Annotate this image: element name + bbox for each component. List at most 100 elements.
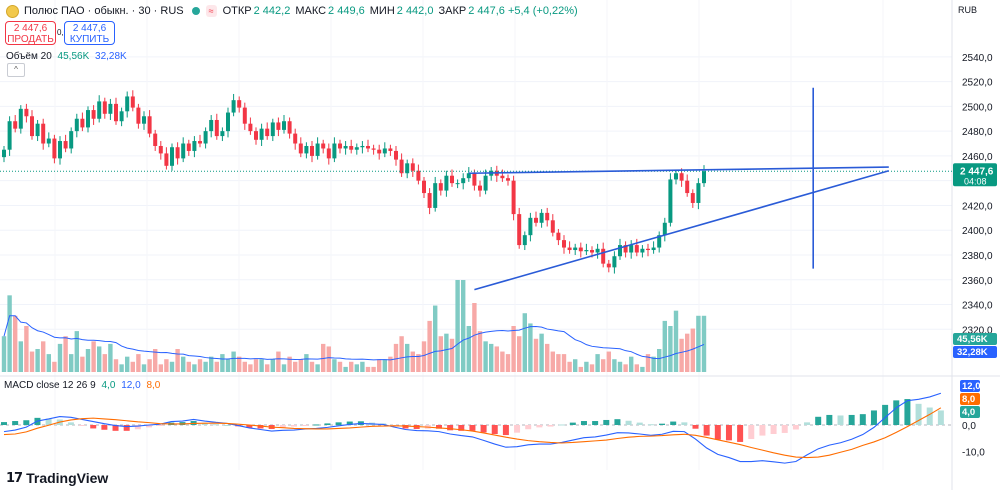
close-label: ЗАКР — [438, 5, 467, 17]
symbol-title[interactable]: Полюс ПАО · обыкн. · 30 · RUS — [24, 5, 184, 17]
volume-bar — [29, 351, 35, 372]
price-tick-label: 2360,0 — [962, 276, 993, 287]
macd-histogram-bar — [101, 425, 108, 430]
volume-bar — [315, 364, 320, 372]
volume-bar — [433, 305, 438, 372]
candle-body — [209, 119, 214, 132]
countdown-label: 04:08 — [964, 176, 987, 186]
candle-body — [601, 248, 606, 264]
candle-body — [58, 141, 62, 159]
candle-body — [86, 110, 90, 128]
candle-body — [214, 119, 219, 137]
macd-histogram-bar — [926, 407, 933, 425]
volume-bar — [444, 333, 449, 372]
candle-body — [338, 143, 342, 149]
volume-bar — [265, 364, 270, 372]
low-value: 2 442,0 — [396, 5, 434, 17]
macd-histogram-bar — [603, 419, 610, 425]
candle-body — [293, 133, 298, 144]
volume-bar — [259, 359, 264, 372]
tradingview-logo[interactable]: 17 TradingView — [6, 470, 108, 486]
candle-body — [629, 245, 634, 253]
macd-histogram-bar — [257, 425, 264, 429]
volume-legend[interactable]: Объём 20 45,56K 32,28K — [6, 51, 127, 62]
volume-bar — [421, 341, 427, 372]
volume-bar — [365, 366, 371, 372]
candle-body — [192, 141, 197, 151]
volume-bar — [46, 354, 51, 372]
candle-body — [18, 108, 23, 129]
signal-axis-value-tag — [960, 393, 980, 405]
approx-badge: ≈ — [205, 5, 217, 17]
volume-bar — [377, 359, 382, 372]
volume-bar — [556, 354, 561, 372]
candle-body — [142, 116, 146, 124]
macd-tick-label: -10,0 — [962, 447, 985, 458]
volume-bar — [561, 354, 567, 372]
volume-bar — [399, 336, 404, 372]
volume-ma-axis-value-tag — [953, 346, 997, 358]
sell-button[interactable]: 2 447,6 ПРОДАТЬ — [5, 21, 56, 45]
volume-bar — [141, 364, 147, 372]
volume-bar — [455, 280, 460, 372]
macd-histogram-bar — [759, 425, 766, 436]
candle-body — [685, 180, 690, 194]
buy-button[interactable]: 2 447,6 КУПИТЬ — [64, 21, 115, 45]
open-value: 2 442,2 — [253, 5, 291, 17]
candle-body — [422, 180, 426, 194]
macd-histogram-bar — [614, 419, 621, 425]
volume-bar — [147, 359, 152, 372]
sell-price: 2 447,6 — [13, 23, 48, 34]
candle-body — [702, 171, 706, 184]
candle-body — [450, 175, 454, 184]
volume-label: Объём 20 — [6, 51, 52, 62]
high-value: 2 449,6 — [328, 5, 365, 17]
macd-histogram-bar — [123, 425, 130, 431]
volume-bar — [690, 328, 695, 372]
volume-bar — [253, 359, 259, 372]
volume-bar — [651, 356, 656, 372]
collapse-legend-button[interactable]: ^ — [7, 63, 25, 77]
volume-bar — [354, 364, 359, 372]
macd-legend[interactable]: MACD close 12 26 9 4,0 12,0 8,0 — [4, 380, 160, 391]
volume-bar — [52, 361, 57, 372]
sell-label: ПРОДАТЬ — [7, 34, 54, 45]
candle-body — [674, 173, 678, 180]
candle-body — [662, 222, 667, 236]
tradingview-logo-icon: 17 — [6, 470, 23, 486]
price-tick-label: 2320,0 — [962, 325, 993, 336]
macd-histogram-bar — [904, 399, 911, 425]
currency-label[interactable]: RUB — [958, 5, 978, 15]
macd-histogram-bar — [112, 425, 119, 431]
price-tick-label: 2480,0 — [962, 127, 993, 138]
drawings[interactable] — [468, 87, 890, 291]
candle-body — [186, 143, 191, 151]
volume-bar — [18, 341, 23, 372]
candle-body — [119, 111, 124, 122]
macd-histogram-bar — [647, 424, 654, 426]
candle-body — [590, 250, 594, 253]
price-tick-label: 2420,0 — [962, 201, 993, 212]
macd-histogram-bar — [23, 420, 30, 425]
volume-bar — [539, 333, 544, 372]
volume-ma-value: 32,28K — [95, 51, 127, 62]
candle-body — [511, 180, 516, 215]
macd-line-value: 12,0 — [121, 380, 141, 391]
candle-body — [657, 235, 662, 248]
volume-bar — [634, 364, 639, 372]
macd-histogram-bar — [279, 425, 286, 428]
volume-bar — [108, 343, 113, 372]
volume-bar — [477, 331, 483, 372]
candle-body — [102, 101, 107, 114]
volume-bar — [550, 351, 555, 372]
candle-body — [41, 123, 46, 144]
candle-body — [74, 118, 79, 132]
candle-body — [237, 100, 242, 108]
volume-bar — [309, 361, 315, 372]
candle-body — [181, 143, 186, 159]
volume-bar — [69, 354, 74, 372]
candle-body — [545, 212, 550, 221]
macd-histogram-bar — [703, 425, 710, 436]
